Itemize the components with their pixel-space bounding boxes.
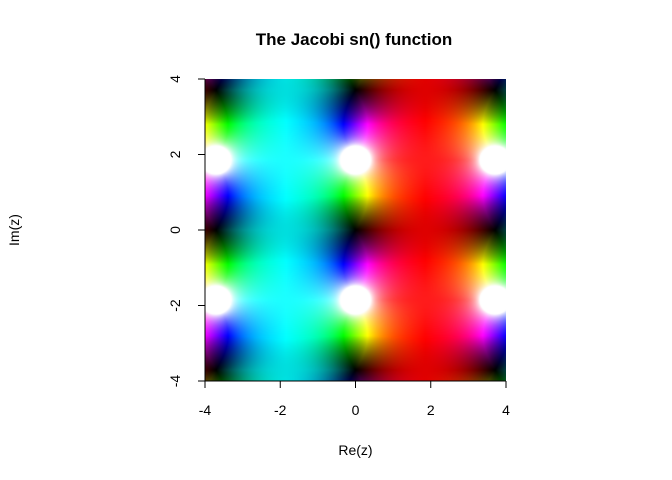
- y-tick-label: -4: [167, 375, 183, 388]
- y-axis: -4 -2 0 2 4: [167, 75, 206, 388]
- x-tick-label: 0: [352, 402, 360, 418]
- y-tick-label: 0: [167, 226, 183, 234]
- chart-title: The Jacobi sn() function: [255, 30, 453, 49]
- plot-area: [205, 79, 506, 381]
- x-tick-label: -2: [274, 402, 287, 418]
- x-tick-label: -4: [199, 402, 212, 418]
- x-tick-label: 2: [427, 402, 435, 418]
- heatmap-image: [205, 79, 506, 381]
- x-axis-title: Re(z): [338, 442, 372, 458]
- y-tick-label: 4: [167, 75, 183, 83]
- x-axis: -4 -2 0 2 4: [199, 380, 510, 418]
- y-axis-title: Im(z): [6, 214, 22, 246]
- x-tick-label: 4: [502, 402, 510, 418]
- y-tick-label: 2: [167, 150, 183, 158]
- y-tick-label: -2: [167, 299, 183, 312]
